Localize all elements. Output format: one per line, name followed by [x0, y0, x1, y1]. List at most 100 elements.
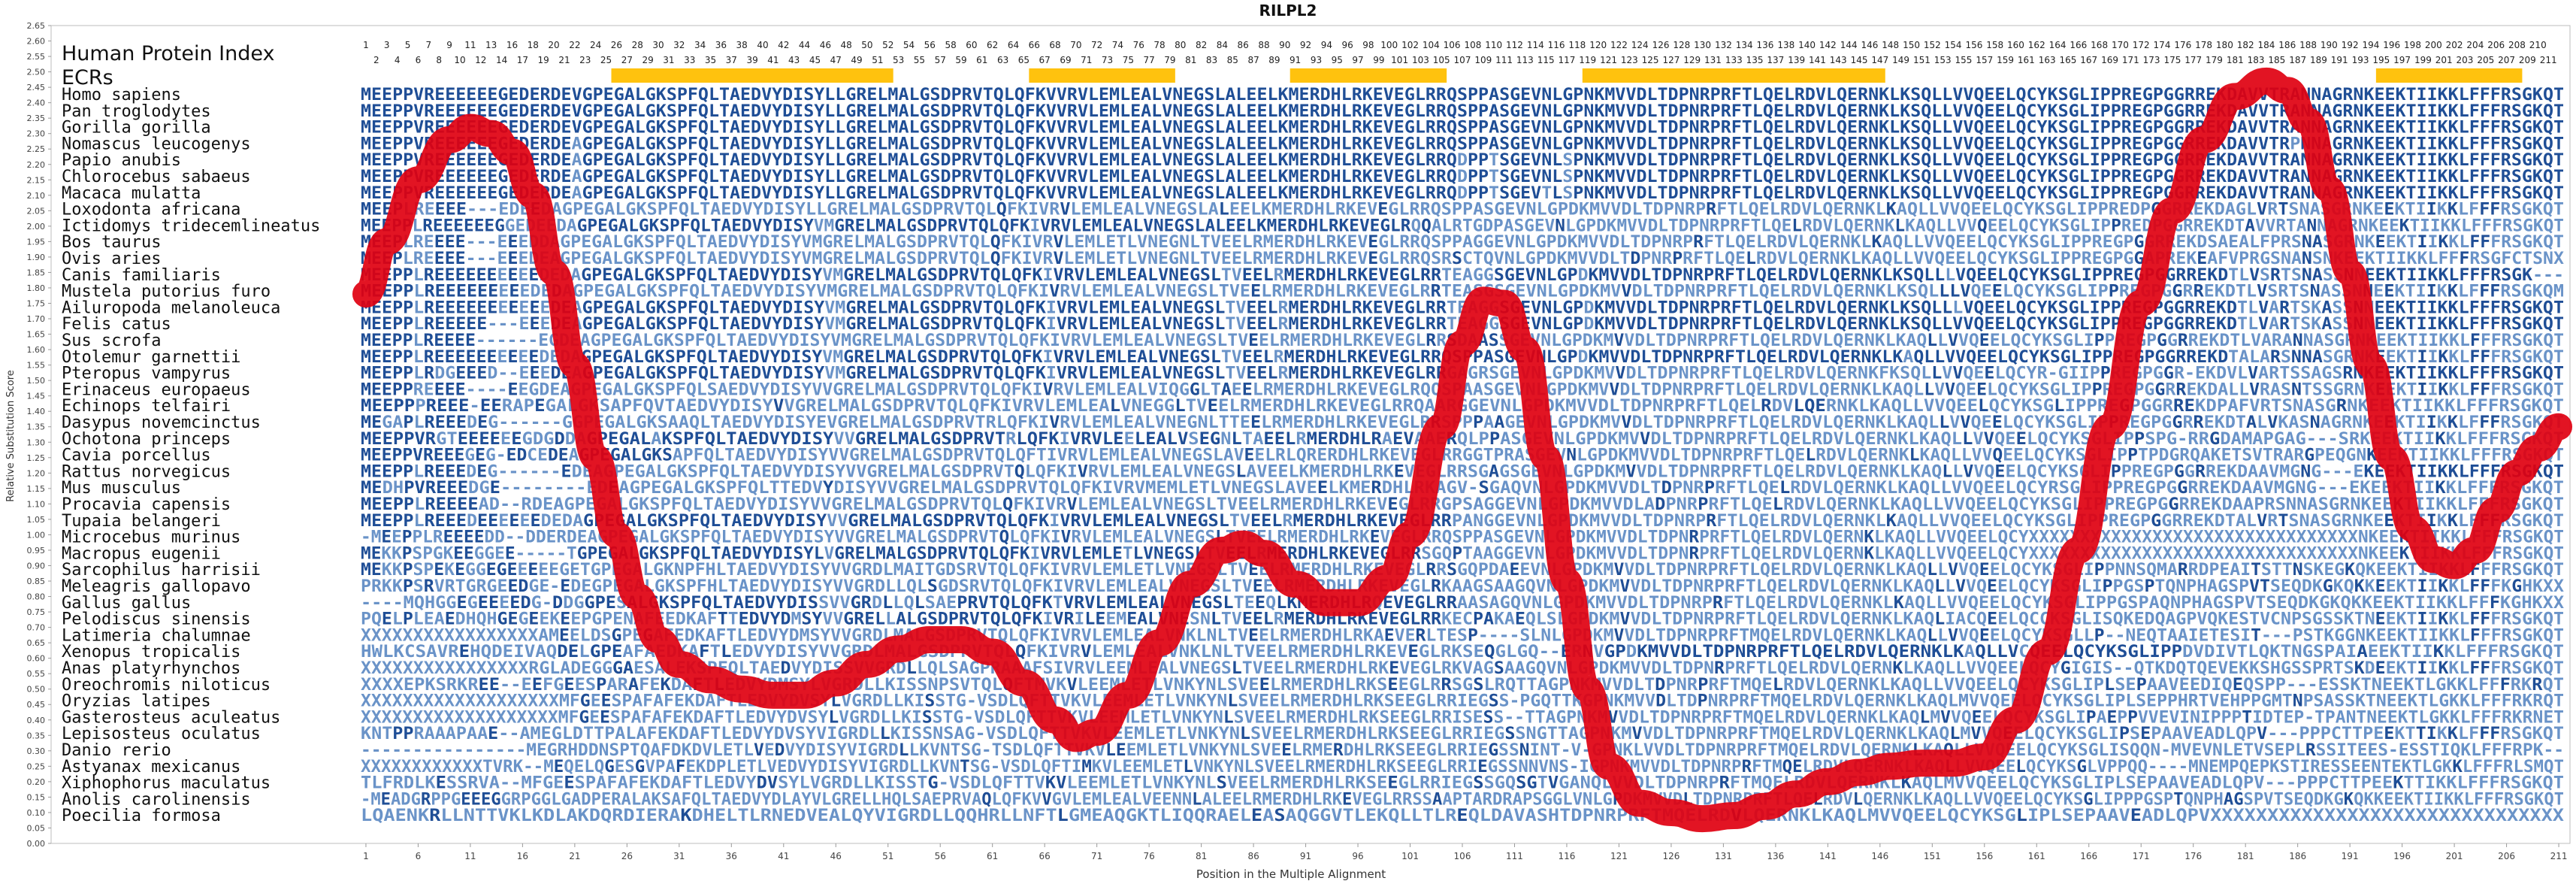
y-tick-label: 0.25: [27, 761, 46, 771]
human-index-number: 159: [1997, 55, 2014, 65]
human-index-number: 111: [1495, 55, 1513, 65]
y-tick-label: 0.80: [27, 592, 46, 602]
species-name: Canis familiaris: [62, 266, 221, 285]
human-index-number: 8: [436, 55, 442, 65]
species-name: Otolemur garnettii: [62, 348, 240, 367]
human-index-number: 113: [1516, 55, 1534, 65]
y-tick-label: 0.30: [27, 746, 46, 756]
human-index-number: 122: [1610, 40, 1628, 50]
human-index-number: 53: [893, 55, 904, 65]
y-tick-label: 0.95: [27, 546, 46, 556]
y-tick-label: 0.35: [27, 731, 46, 740]
human-index-number: 85: [1227, 55, 1238, 65]
x-axis-label: Position in the Multiple Alignment: [1196, 867, 1386, 881]
species-sequence: MEDHPVREEE DGE--------ED EAGPEGALGKSPFQLTT…: [361, 479, 2564, 498]
y-tick-label: 1.90: [27, 253, 46, 262]
x-axis-ticks: 1 6 11 16 21 26 31 36 41 46 51 56 61 66 71 76 81 86 91 96 10…: [363, 843, 2568, 861]
y-tick-label: 1.70: [27, 314, 46, 324]
y-tick-label: 2.50: [27, 68, 46, 77]
y-tick-label: 1.45: [27, 392, 46, 401]
human-index-number: 40: [757, 40, 768, 50]
species-sequence: MEEPP LREEEEE ---E EEDEAGPEGALGKSPFQLTAEDVY…: [361, 315, 2564, 334]
species-name: Gorilla gorilla: [62, 119, 211, 138]
human-index-number: 66: [1029, 40, 1040, 50]
species-name: Ochotona princeps: [62, 430, 231, 449]
y-tick-label: 1.80: [27, 283, 46, 293]
y-tick-label: 1.50: [27, 376, 46, 386]
human-index-number: 13: [485, 40, 497, 50]
human-index-number: 153: [1934, 55, 1952, 65]
human-index-number: 208: [2508, 40, 2526, 50]
ecr-bar: [1582, 68, 1885, 83]
human-index-number: 177: [2184, 55, 2202, 65]
human-index-number: 157: [1976, 55, 1993, 65]
y-tick-label: 0.65: [27, 638, 46, 648]
y-tick-label: 0.70: [27, 623, 46, 633]
x-tick-label: 41: [778, 851, 789, 861]
human-index-number: 211: [2540, 55, 2557, 65]
x-tick-label: 136: [1767, 851, 1784, 861]
human-index-number: 125: [1642, 55, 1659, 65]
species-sequence: XXXXXXXXXXXXXXXXXXXMF GEESPAFAFEKDAFTLEDV…: [361, 708, 2564, 727]
human-index-number: 128: [1673, 40, 1690, 50]
human-index-number: 168: [2091, 40, 2108, 50]
y-tick-label: 2.55: [27, 52, 46, 62]
human-index-number: 10: [454, 55, 465, 65]
human-index-number: 82: [1196, 40, 1207, 50]
human-index-number: 176: [2174, 40, 2191, 50]
human-index-number: 39: [746, 55, 757, 65]
x-tick-label: 106: [1454, 851, 1471, 861]
human-index-number: 199: [2414, 55, 2432, 65]
human-index-number: 142: [1819, 40, 1837, 50]
human-index-number: 150: [1903, 40, 1920, 50]
x-tick-label: 66: [1039, 851, 1051, 861]
ecr-bar: [611, 68, 893, 83]
x-tick-label: 11: [464, 851, 476, 861]
y-tick-label: 1.95: [27, 237, 46, 247]
human-index-number: 69: [1060, 55, 1071, 65]
human-index-number: 29: [642, 55, 653, 65]
human-index-number: 24: [590, 40, 601, 50]
human-index-number: 127: [1662, 55, 1680, 65]
x-tick-label: 111: [1506, 851, 1523, 861]
species-sequence: MEGAPLREEE DEG------GGPEGALGKSAAQLTAEDVYD…: [361, 413, 2564, 432]
human-index-number: 23: [579, 55, 591, 65]
human-index-number: 2: [373, 55, 379, 65]
ecr-bars: [611, 68, 2523, 83]
human-index-number: 114: [1527, 40, 1544, 50]
y-tick-label: 0.75: [27, 607, 46, 617]
y-tick-label: 1.60: [27, 345, 46, 355]
human-index-number: 107: [1454, 55, 1471, 65]
human-index-number: 92: [1300, 40, 1311, 50]
substitution-score-curve: [352, 67, 2573, 833]
human-index-number: 81: [1185, 55, 1196, 65]
human-index-number: 26: [611, 40, 622, 50]
human-index-number: 171: [2122, 55, 2139, 65]
substitution-curve-line: [352, 67, 2573, 833]
human-index-number: 58: [945, 40, 956, 50]
x-tick-label: 201: [2446, 851, 2463, 861]
species-name: Macaca mulatta: [62, 184, 201, 203]
human-index-number: 124: [1631, 40, 1649, 50]
species-sequence: MEEP LREEEE---E EEDDAGPEGALGKSPFQLTAEDVYDI…: [361, 233, 2564, 252]
x-tick-label: 6: [416, 851, 422, 861]
y-tick-label: 0.00: [27, 839, 46, 849]
species-name: Gallus gallus: [62, 594, 191, 613]
human-index-number: 147: [1871, 55, 1888, 65]
human-index-number: 9: [446, 40, 452, 50]
species-sequence: MEEPPVREEEEEEGEDERDEVGPEGALGKSPFQLTAEDVY…: [361, 86, 2564, 104]
species-name: Meleagris gallopavo: [62, 577, 251, 596]
human-index-number: 20: [548, 40, 559, 50]
human-index-number: 129: [1683, 55, 1701, 65]
human-index-number: 151: [1913, 55, 1930, 65]
human-index-number: 65: [1018, 55, 1029, 65]
human-index-number: 91: [1290, 55, 1301, 65]
species-sequence: MEEPP PREEE -EE RAP EGALGKSAPFQVTAEDVYDISY VV…: [361, 397, 2564, 416]
y-tick-label: 1.75: [27, 299, 46, 309]
human-index-number: 34: [694, 40, 706, 50]
species-name: Rattus norvegicus: [62, 462, 231, 481]
human-index-number: 57: [935, 55, 946, 65]
human-index-number: 134: [1736, 40, 1753, 50]
human-index-number: 196: [2383, 40, 2400, 50]
